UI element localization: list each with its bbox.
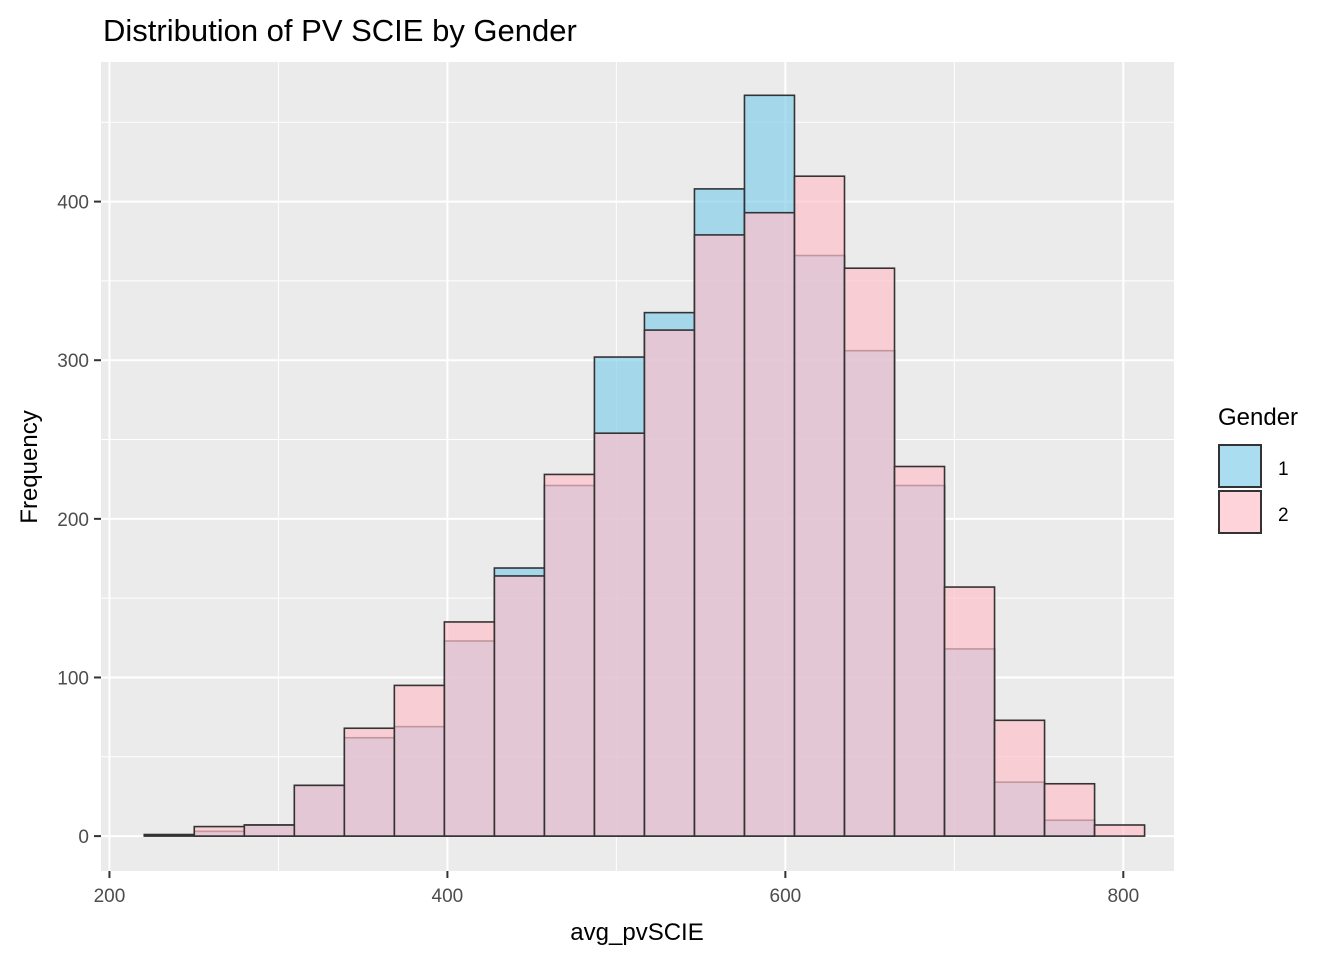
bar-series-2-bin-13 (743, 211, 796, 837)
y-tick-label: 0 (78, 827, 89, 848)
legend-key-2 (1218, 490, 1262, 534)
legend-label-1: 1 (1278, 459, 1289, 480)
bar-series-2-bin-14 (793, 175, 846, 837)
bar-series-2-bin-12 (693, 234, 746, 837)
y-tick-label: 400 (57, 193, 89, 214)
bar-series-2-bin-9 (543, 473, 596, 837)
series-2-bars (193, 175, 1146, 837)
x-axis-title: avg_pvSCIE (570, 919, 703, 946)
bar-series-2-bin-18 (993, 719, 1046, 837)
bar-series-2-bin-16 (893, 465, 946, 837)
legend-label-2: 2 (1278, 505, 1289, 526)
bar-series-2-bin-19 (1043, 782, 1096, 837)
y-axis-ticks: 0 100 200 300 400 (57, 193, 101, 848)
bar-series-2-bin-15 (843, 267, 896, 837)
y-axis-title: Frequency (16, 410, 43, 523)
legend-title: Gender (1218, 404, 1298, 431)
x-tick-label: 200 (94, 886, 126, 907)
bar-series-2-bin-10 (593, 432, 646, 837)
x-tick-label: 400 (432, 886, 464, 907)
y-tick-label: 100 (57, 668, 89, 689)
x-tick-label: 800 (1107, 886, 1139, 907)
bar-series-2-bin-8 (493, 575, 546, 837)
x-tick-label: 600 (770, 886, 802, 907)
bar-series-2-bin-17 (943, 586, 996, 837)
bar-series-2-bin-2 (193, 825, 246, 837)
y-tick-label: 200 (57, 510, 89, 531)
bar-series-2-bin-5 (343, 727, 396, 837)
bar-series-2-bin-11 (643, 329, 696, 837)
y-tick-label: 300 (57, 351, 89, 372)
x-axis-ticks: 200 400 600 800 (94, 871, 1139, 907)
bar-series-2-bin-6 (393, 684, 446, 837)
bar-series-2-bin-7 (443, 621, 496, 837)
legend-key-1 (1218, 444, 1262, 488)
bar-series-2-bin-20 (1093, 824, 1146, 837)
legend: Gender 1 2 (1218, 404, 1298, 534)
chart-title: Distribution of PV SCIE by Gender (103, 13, 577, 48)
bar-series-1-bin-1 (143, 833, 196, 837)
bar-series-2-bin-3 (243, 824, 296, 837)
bar-series-2-bin-4 (293, 784, 346, 837)
